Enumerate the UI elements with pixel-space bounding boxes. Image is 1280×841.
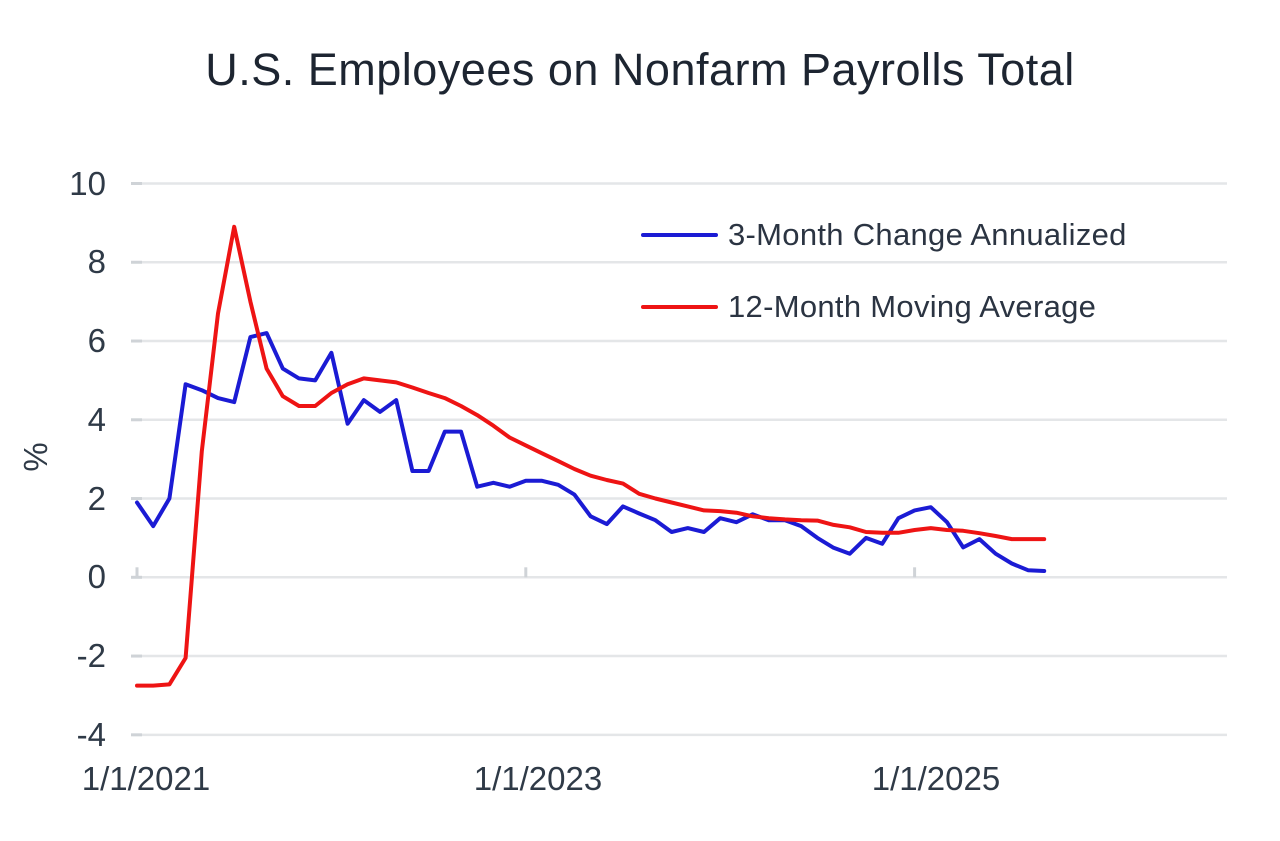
x-tick-label: 1/1/2023	[473, 760, 603, 797]
legend-item-blue: 3-Month Change Annualized	[641, 212, 1127, 258]
series-line-red	[135, 224, 1047, 688]
gridlines	[133, 182, 1227, 737]
legend-line-blue-icon	[641, 233, 718, 237]
y-tick-label: 8	[87, 243, 106, 281]
series-line-blue	[135, 331, 1047, 573]
legend-label-red: 12-Month Moving Average	[728, 289, 1097, 324]
axis-ticks	[131, 182, 917, 737]
y-tick-label: -4	[76, 715, 106, 753]
legend-line-red-icon	[641, 305, 718, 309]
legend-item-red: 12-Month Moving Average	[641, 284, 1127, 330]
y-tick-label: 10	[69, 164, 106, 202]
y-tick-label: 0	[87, 558, 106, 596]
x-tick-label: 1/1/2021	[81, 760, 211, 797]
y-tick-label: 2	[87, 479, 106, 517]
y-tick-label: -2	[76, 637, 106, 675]
legend: 3-Month Change Annualized 12-Month Movin…	[641, 212, 1127, 356]
series-lines	[135, 224, 1047, 688]
x-tick-label: 1/1/2025	[871, 760, 1001, 797]
y-tick-label: 4	[87, 400, 106, 438]
y-tick-label: 6	[87, 322, 106, 360]
chart-title: U.S. Employees on Nonfarm Payrolls Total	[205, 44, 1075, 95]
legend-label-blue: 3-Month Change Annualized	[728, 217, 1127, 252]
